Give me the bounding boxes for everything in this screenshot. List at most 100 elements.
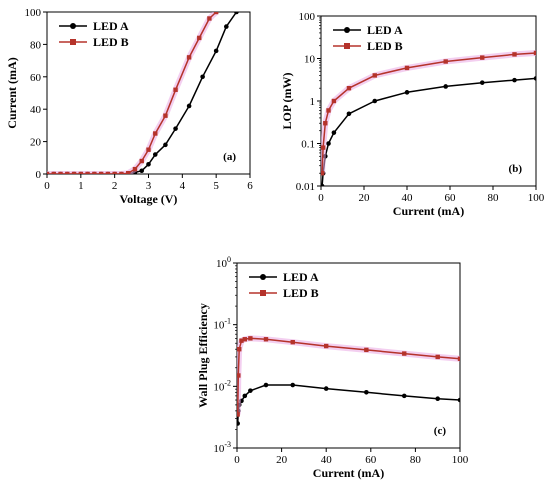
- y-tick-label: 100: [216, 255, 231, 270]
- x-axis-title: Current (mA): [393, 204, 464, 218]
- data-point-led-a: [234, 12, 239, 15]
- data-point-led-a: [401, 393, 407, 399]
- x-tick-label: 2: [112, 180, 118, 192]
- data-point-led-b: [239, 338, 244, 343]
- y-tick-label: 0.01: [296, 181, 315, 193]
- legend-label: LED B: [367, 39, 403, 53]
- data-point-led-b: [119, 171, 124, 174]
- y-tick-label: 100: [25, 7, 42, 19]
- data-point-led-b: [78, 171, 84, 174]
- data-point-led-a: [331, 130, 337, 135]
- legend-marker-led-a: [70, 23, 76, 29]
- panel-label: (b): [509, 163, 523, 175]
- data-point-led-b: [372, 73, 377, 78]
- legend-marker-led-b: [344, 43, 350, 49]
- legend-label: LED B: [93, 35, 129, 49]
- data-point-led-b: [139, 158, 144, 164]
- y-tick-label: 10-1: [213, 317, 231, 332]
- data-point-led-b: [457, 356, 460, 361]
- data-point-led-a: [364, 390, 369, 395]
- y-tick-label: 20: [30, 137, 42, 149]
- data-point-led-b: [443, 59, 448, 64]
- data-point-led-a: [163, 142, 168, 148]
- data-point-led-b: [65, 171, 70, 174]
- data-point-led-b: [71, 171, 77, 174]
- data-point-led-b: [402, 351, 407, 356]
- data-point-led-a: [435, 396, 441, 402]
- legend-marker-led-a: [344, 27, 350, 33]
- x-tick-label: 40: [402, 192, 414, 204]
- data-point-led-b: [105, 171, 111, 174]
- y-tick-label: 0.1: [301, 139, 315, 151]
- y-tick-label: 0: [36, 169, 42, 181]
- data-point-led-b: [153, 131, 158, 136]
- x-tick-label: 0: [234, 454, 240, 466]
- data-point-led-b: [290, 339, 295, 345]
- legend-label: LED A: [367, 23, 403, 37]
- data-point-led-a: [152, 152, 158, 157]
- data-point-led-b: [197, 35, 202, 41]
- series-glow-led-b: [237, 335, 460, 415]
- legend-marker-led-a: [260, 274, 266, 280]
- x-tick-label: 40: [321, 454, 333, 466]
- x-tick-label: 0: [318, 192, 324, 204]
- data-point-led-b: [435, 354, 440, 360]
- data-point-led-a: [186, 103, 192, 109]
- series-glow-led-b: [47, 12, 219, 174]
- data-point-led-b: [58, 171, 63, 174]
- data-point-led-a: [200, 74, 205, 80]
- x-tick-label: 4: [180, 180, 186, 192]
- data-point-led-b: [323, 121, 328, 126]
- data-point-led-b: [237, 347, 242, 352]
- series-glow-led-b: [321, 50, 536, 174]
- data-point-led-b: [132, 166, 138, 172]
- x-tick-label: 60: [365, 454, 377, 466]
- data-point-led-b: [51, 171, 56, 174]
- legend-marker-led-b: [70, 39, 76, 45]
- data-point-led-b: [47, 171, 50, 174]
- data-point-led-b: [98, 171, 104, 174]
- data-point-led-a: [139, 168, 145, 174]
- y-tick-label: 100: [299, 11, 316, 23]
- data-point-led-b: [112, 171, 117, 174]
- y-tick-label: 80: [30, 39, 42, 51]
- data-point-led-b: [213, 12, 219, 15]
- series-line-led-b: [321, 52, 536, 174]
- data-point-led-b: [146, 147, 151, 152]
- data-point-led-b: [321, 145, 326, 150]
- x-tick-label: 0: [44, 180, 50, 192]
- data-point-led-a: [173, 126, 178, 131]
- legend-label: LED A: [283, 270, 319, 284]
- x-tick-label: 1: [78, 180, 84, 192]
- data-point-led-b: [346, 86, 352, 91]
- data-point-led-b: [237, 373, 241, 378]
- y-tick-label: 10: [304, 54, 316, 66]
- x-axis-title: Current (mA): [313, 466, 384, 480]
- x-tick-label: 80: [488, 192, 500, 204]
- data-point-led-b: [480, 55, 485, 60]
- panel-label: (c): [434, 425, 447, 437]
- x-tick-label: 5: [213, 180, 219, 192]
- data-point-led-a: [346, 111, 352, 117]
- y-tick-label: 1: [310, 96, 316, 108]
- data-point-led-a: [443, 84, 449, 89]
- y-axis-title: LOP (mW): [280, 73, 294, 130]
- x-tick-label: 80: [410, 454, 422, 466]
- panel-label: (a): [223, 151, 236, 163]
- x-tick-label: 6: [247, 180, 253, 192]
- data-point-led-a: [512, 77, 517, 83]
- data-point-led-a: [242, 393, 248, 399]
- y-axis-title: Current (mA): [5, 57, 19, 128]
- x-tick-label: 20: [276, 454, 288, 466]
- chart-panel-b: 0 20 40 60 80 100 0.01 0.1 1 10 100 Current (mA) LOP…: [280, 11, 545, 218]
- data-point-led-b: [331, 98, 337, 104]
- data-point-led-a: [321, 183, 325, 186]
- data-point-led-b: [248, 336, 253, 341]
- data-point-led-a: [372, 98, 378, 104]
- data-point-led-b: [173, 87, 178, 92]
- x-tick-label: 100: [528, 192, 545, 204]
- series-line-led-a: [237, 384, 460, 424]
- data-point-led-a: [457, 397, 460, 403]
- data-point-led-a: [146, 161, 151, 167]
